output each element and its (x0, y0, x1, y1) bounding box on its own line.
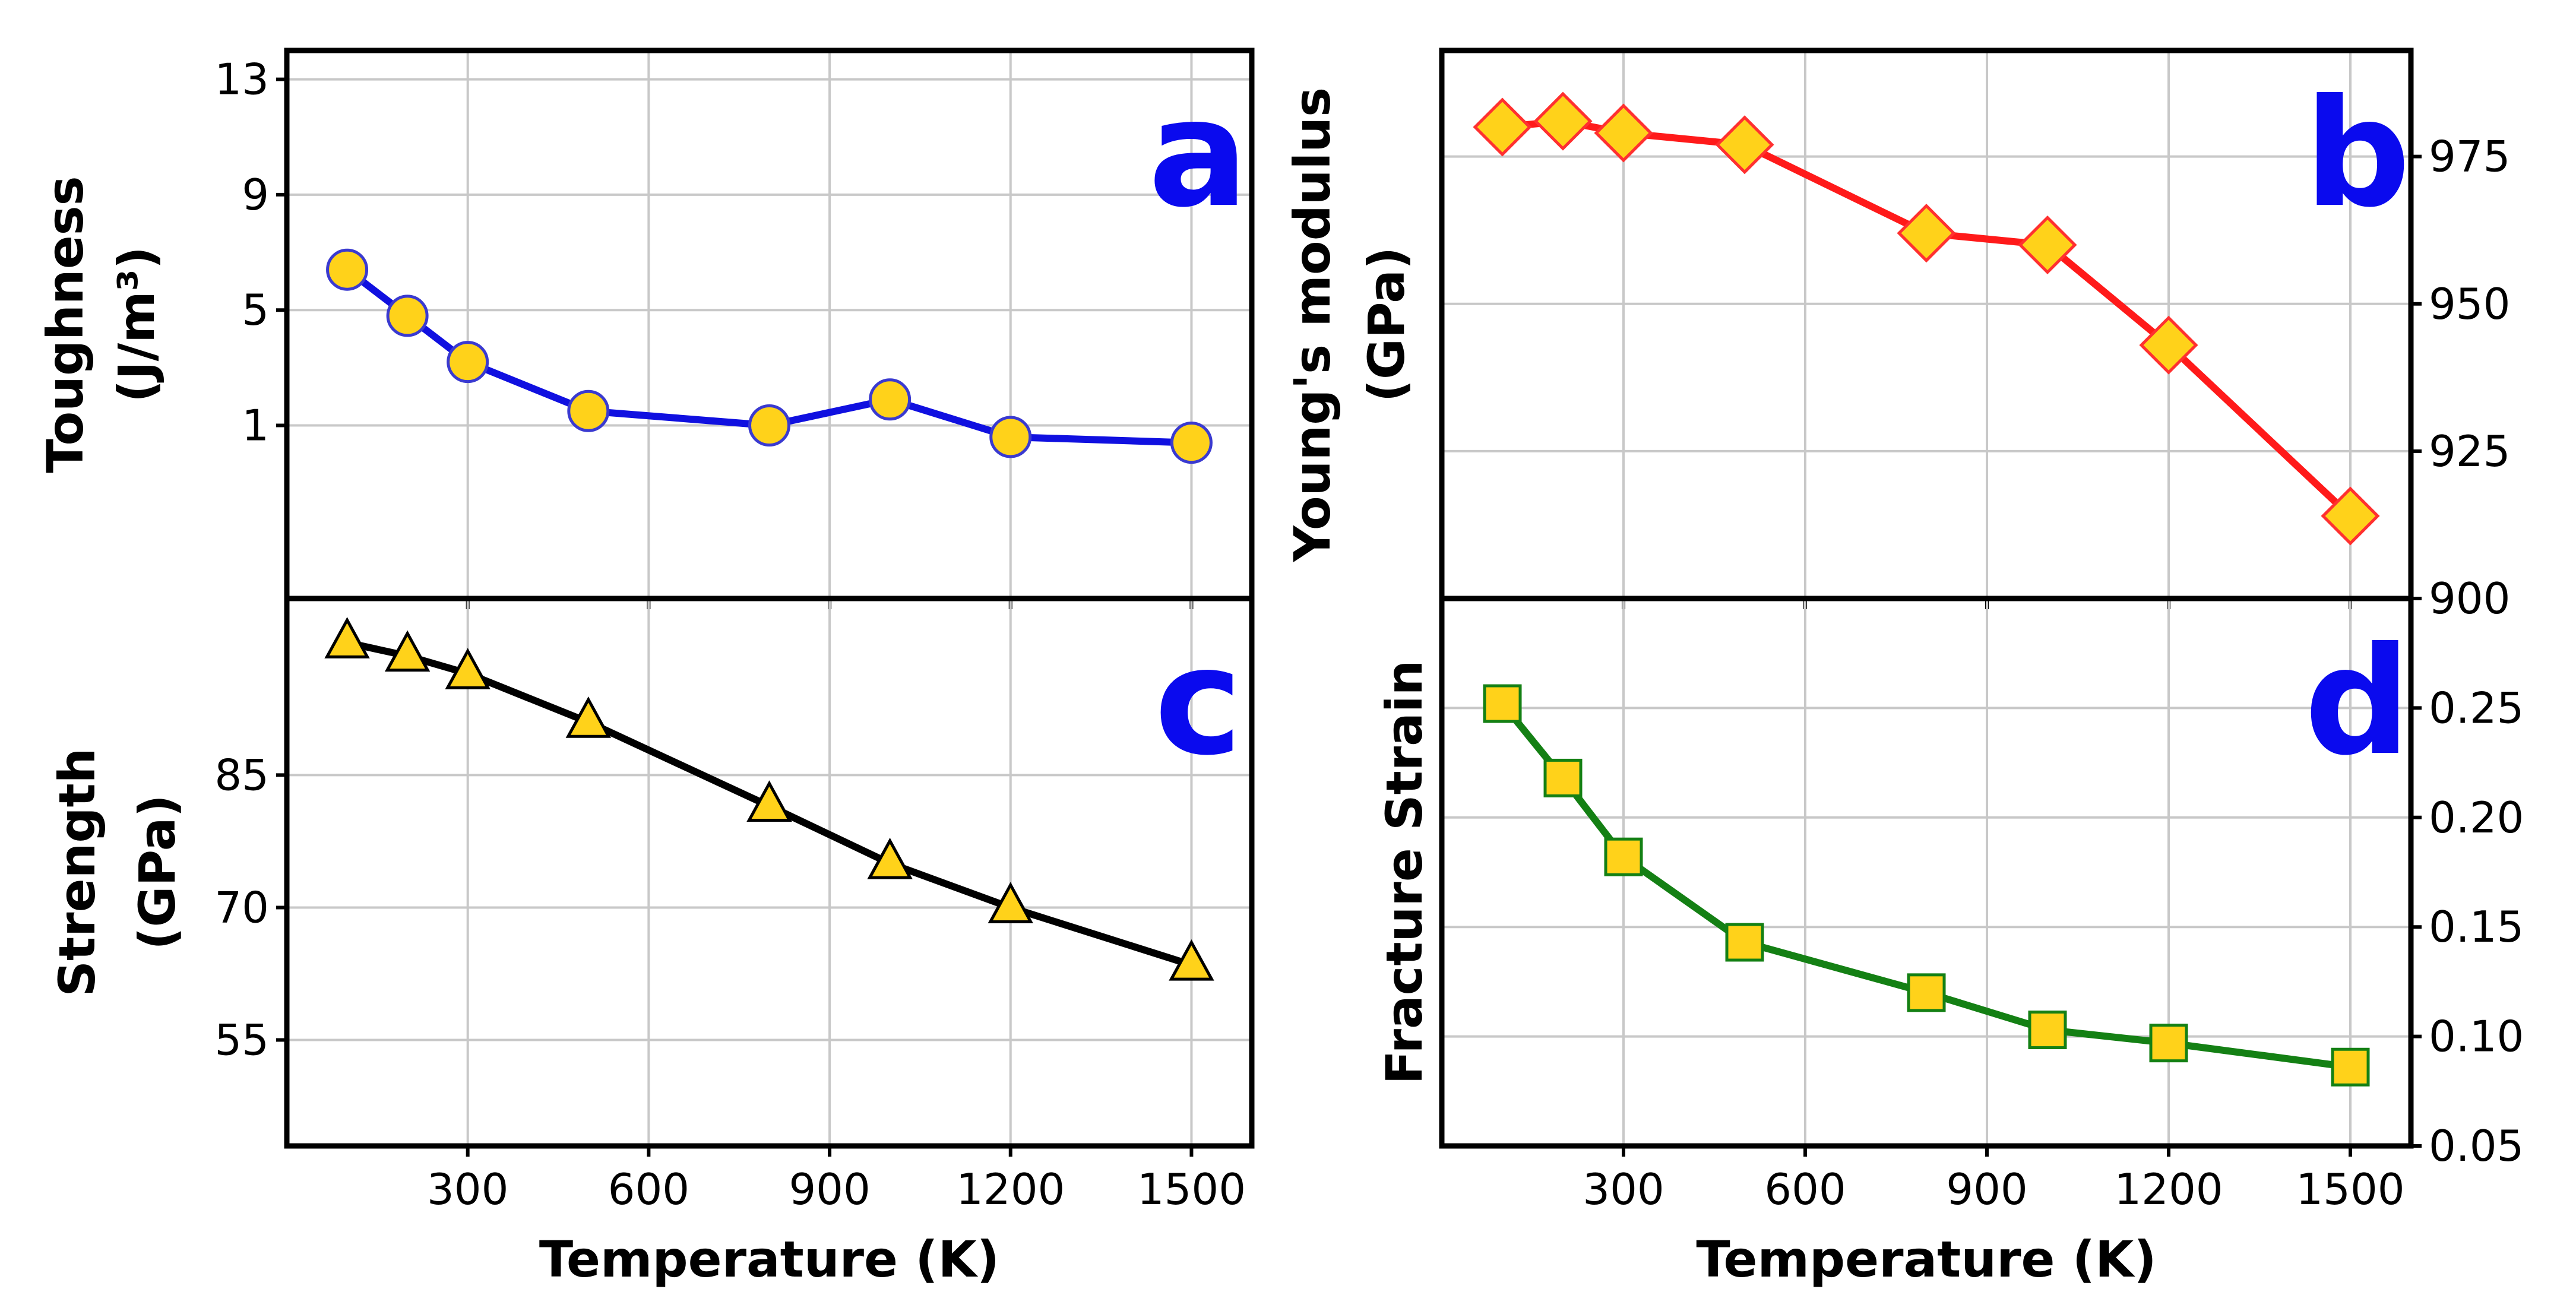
plot-frame (284, 48, 1255, 601)
y-tick-label: 5 (242, 285, 269, 335)
y-tick-label: 950 (2429, 279, 2510, 329)
data-point (2139, 315, 2198, 375)
series-line (1502, 118, 2353, 519)
data-point (988, 882, 1033, 923)
y-tick-label: 85 (214, 750, 269, 800)
data-point (869, 378, 912, 421)
x-axis-title: Temperature (K) (539, 1230, 999, 1288)
y-axis-title: Young's modulus (1283, 87, 1341, 562)
data-point (989, 416, 1032, 458)
y-axis-title: Toughness (36, 176, 94, 473)
y-tick-label: 1 (242, 401, 269, 451)
y-tick-label: 55 (214, 1015, 269, 1065)
y-axis-title: Strength (48, 748, 106, 997)
data-point (2028, 1011, 2067, 1050)
data-point (2149, 1024, 2188, 1063)
series-line (1499, 701, 2351, 1071)
data-point (1473, 97, 1532, 157)
y-tick-label: 13 (214, 55, 269, 104)
plot-frame (1439, 596, 2414, 1149)
x-tick-label: 300 (427, 1164, 508, 1214)
x-tick-label: 1500 (2296, 1164, 2404, 1214)
x-axis-title: Temperature (K) (1696, 1230, 2156, 1288)
x-tick-label: 600 (608, 1164, 689, 1214)
panel-label: b (2305, 67, 2411, 240)
data-point (1715, 115, 1774, 175)
data-point (1725, 923, 1764, 962)
y-axis-title: (J/m³) (107, 246, 166, 403)
panel-a: 1 5 9 13 Toughness (J/m³) a (36, 48, 1255, 609)
data-point (386, 294, 429, 337)
data-point (1604, 837, 1643, 876)
x-tick-label: 300 (1583, 1164, 1664, 1214)
x-tick-label: 900 (1946, 1164, 2027, 1214)
data-point (1533, 91, 1593, 151)
data-point (746, 780, 792, 822)
y-axis-title: Fracture Strain (1375, 660, 1433, 1085)
y-axis-title: (GPa) (1357, 247, 1416, 403)
panel-d: 0.05 0.10 0.15 0.20 0.25 300 600 900 1200 1500 Tem… (1375, 596, 2524, 1288)
data-point (567, 390, 610, 432)
plot-frame (284, 596, 1255, 1149)
y-tick-label: 0.25 (2429, 683, 2524, 733)
x-tick-label: 1200 (2114, 1164, 2223, 1214)
x-tick-label: 1500 (1137, 1164, 1246, 1214)
y-tick-label: 0.20 (2429, 793, 2524, 843)
x-tick-label: 600 (1764, 1164, 1846, 1214)
y-tick-label: 70 (214, 882, 269, 932)
y-tick-label: 9 (242, 170, 269, 220)
data-point (2018, 215, 2077, 275)
panel-label: d (2305, 615, 2411, 788)
data-point (447, 341, 489, 384)
y-tick-label: 925 (2429, 426, 2510, 476)
data-point (565, 696, 612, 738)
panel-label: c (1154, 615, 1242, 788)
data-point (1170, 422, 1213, 464)
data-point (867, 837, 913, 879)
data-point (2331, 1047, 2370, 1087)
y-tick-label: 0.15 (2429, 902, 2524, 952)
panel-b: 900 925 950 975 Young's modulus (GPa) b (1283, 48, 2510, 623)
data-point (1543, 758, 1583, 797)
data-point (1897, 204, 1956, 263)
y-tick-label: 975 (2429, 132, 2510, 182)
panel-c: 55 70 85 300 600 900 1200 1500 Temperature (K) St… (48, 596, 1255, 1288)
data-point (1594, 103, 1653, 163)
data-point (1169, 939, 1214, 981)
data-point (2321, 486, 2380, 546)
data-point (445, 648, 490, 689)
x-tick-label: 900 (789, 1164, 870, 1214)
x-tick-label: 1200 (956, 1164, 1065, 1214)
y-tick-label: 0.05 (2429, 1121, 2524, 1171)
y-axis-title: (GPa) (128, 794, 186, 950)
panel-label: a (1148, 67, 1249, 240)
data-point (1483, 684, 1522, 723)
data-point (748, 404, 790, 447)
plot-frame (1439, 48, 2414, 601)
data-point (326, 248, 369, 291)
data-point (1907, 973, 1946, 1012)
y-tick-label: 0.10 (2429, 1012, 2524, 1062)
data-point (384, 630, 431, 672)
y-tick-label: 900 (2429, 574, 2510, 623)
data-point (324, 617, 370, 658)
